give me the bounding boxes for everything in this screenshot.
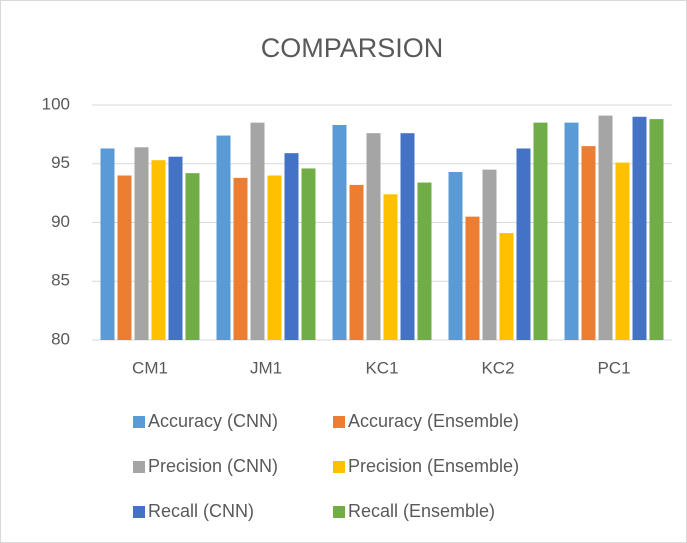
y-tick-label: 90 bbox=[51, 212, 70, 231]
legend-swatch bbox=[133, 506, 145, 518]
bar bbox=[649, 119, 664, 340]
legend-swatch bbox=[133, 461, 145, 473]
legend-swatch bbox=[333, 506, 345, 518]
legend-swatch bbox=[333, 416, 345, 428]
legend-label: Recall (CNN) bbox=[148, 501, 254, 521]
bar bbox=[349, 184, 364, 340]
bar bbox=[366, 133, 381, 340]
bar bbox=[448, 171, 463, 340]
bar bbox=[267, 175, 282, 340]
x-tick-label: CM1 bbox=[132, 358, 168, 377]
bar bbox=[168, 156, 183, 340]
bar bbox=[332, 124, 347, 340]
chart-title: COMPARSION bbox=[261, 33, 444, 63]
legend-label: Recall (Ensemble) bbox=[348, 501, 495, 521]
bar bbox=[499, 233, 514, 340]
legend-label: Accuracy (CNN) bbox=[148, 411, 278, 431]
bar bbox=[134, 147, 149, 340]
y-tick-label: 95 bbox=[51, 153, 70, 172]
x-tick-label: KC2 bbox=[481, 358, 514, 377]
x-tick-label: PC1 bbox=[597, 358, 630, 377]
bar bbox=[581, 146, 596, 340]
x-tick-label: KC1 bbox=[365, 358, 398, 377]
bar bbox=[400, 133, 415, 340]
bar bbox=[516, 148, 531, 340]
bar bbox=[632, 116, 647, 340]
bar bbox=[216, 135, 231, 340]
bar bbox=[100, 148, 115, 340]
bar bbox=[598, 115, 613, 340]
bar bbox=[465, 216, 480, 340]
bar bbox=[482, 169, 497, 340]
bar bbox=[615, 162, 630, 340]
bar bbox=[117, 175, 132, 340]
bar bbox=[151, 160, 166, 340]
bar bbox=[233, 177, 248, 340]
bar bbox=[250, 122, 265, 340]
legend-label: Precision (Ensemble) bbox=[348, 456, 519, 476]
y-tick-label: 80 bbox=[51, 329, 70, 348]
bar bbox=[284, 153, 299, 340]
legend-swatch bbox=[333, 461, 345, 473]
legend-label: Accuracy (Ensemble) bbox=[348, 411, 519, 431]
x-tick-label: JM1 bbox=[250, 358, 282, 377]
legend-label: Precision (CNN) bbox=[148, 456, 278, 476]
bar bbox=[564, 122, 579, 340]
y-tick-label: 85 bbox=[51, 271, 70, 290]
bar bbox=[185, 173, 200, 340]
y-tick-label: 100 bbox=[42, 94, 70, 113]
bar bbox=[533, 122, 548, 340]
bar bbox=[383, 194, 398, 340]
bar bbox=[301, 168, 316, 340]
legend-swatch bbox=[133, 416, 145, 428]
bar bbox=[417, 182, 432, 340]
